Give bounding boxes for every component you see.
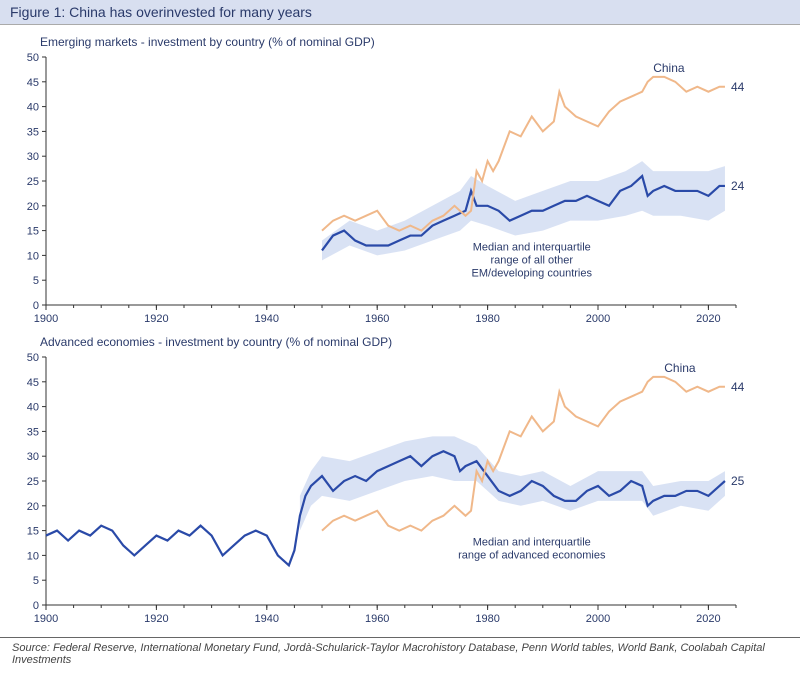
svg-text:30: 30: [27, 451, 39, 463]
chart-container: Emerging markets - investment by country…: [0, 25, 800, 631]
svg-text:1940: 1940: [255, 613, 279, 625]
svg-text:45: 45: [27, 77, 39, 89]
svg-text:30: 30: [27, 151, 39, 163]
svg-text:range of advanced economies: range of advanced economies: [458, 549, 606, 561]
svg-text:45: 45: [27, 377, 39, 389]
svg-text:2000: 2000: [586, 313, 610, 325]
svg-text:25: 25: [27, 176, 39, 188]
svg-text:2000: 2000: [586, 613, 610, 625]
svg-text:44: 44: [731, 80, 745, 94]
svg-text:15: 15: [27, 526, 39, 538]
svg-text:40: 40: [27, 402, 39, 414]
svg-text:1940: 1940: [255, 313, 279, 325]
svg-text:25: 25: [27, 476, 39, 488]
svg-text:50: 50: [27, 52, 39, 64]
svg-text:1960: 1960: [365, 313, 389, 325]
svg-text:2020: 2020: [696, 313, 720, 325]
chart1-canvas: 0 5 10 15 20 25 30 35 40 45 50 1900 1920 1940 1960 1980…: [12, 51, 772, 331]
svg-text:1980: 1980: [475, 313, 499, 325]
svg-text:EM/developing countries: EM/developing countries: [472, 267, 593, 279]
svg-text:10: 10: [27, 250, 39, 262]
svg-text:1960: 1960: [365, 613, 389, 625]
svg-text:5: 5: [33, 575, 39, 587]
svg-text:1900: 1900: [34, 613, 58, 625]
svg-text:China: China: [664, 361, 696, 375]
svg-text:15: 15: [27, 226, 39, 238]
source-text: Source: Federal Reserve, International M…: [0, 637, 800, 674]
svg-text:20: 20: [27, 201, 39, 213]
svg-text:50: 50: [27, 352, 39, 364]
svg-text:Median and interquartile: Median and interquartile: [473, 241, 591, 253]
svg-text:40: 40: [27, 102, 39, 114]
svg-text:1900: 1900: [34, 313, 58, 325]
chart2-subtitle: Advanced economies - investment by count…: [40, 335, 788, 349]
svg-text:Median and interquartile: Median and interquartile: [473, 536, 591, 548]
svg-text:10: 10: [27, 550, 39, 562]
svg-text:5: 5: [33, 275, 39, 287]
svg-text:35: 35: [27, 126, 39, 138]
svg-text:1980: 1980: [475, 613, 499, 625]
svg-text:1920: 1920: [144, 313, 168, 325]
svg-text:24: 24: [731, 179, 745, 193]
svg-text:44: 44: [731, 380, 745, 394]
svg-text:25: 25: [731, 474, 745, 488]
svg-text:1920: 1920: [144, 613, 168, 625]
svg-text:35: 35: [27, 426, 39, 438]
svg-text:range of all other: range of all other: [490, 254, 573, 266]
chart2-canvas: 0 5 10 15 20 25 30 35 40 45 50 1900 1920 1940 1960 1980…: [12, 351, 772, 631]
figure-title: Figure 1: China has overinvested for man…: [0, 0, 800, 25]
svg-text:0: 0: [33, 300, 39, 312]
svg-text:0: 0: [33, 600, 39, 612]
svg-text:20: 20: [27, 501, 39, 513]
svg-text:China: China: [653, 61, 685, 75]
chart1-subtitle: Emerging markets - investment by country…: [40, 35, 788, 49]
svg-text:2020: 2020: [696, 613, 720, 625]
